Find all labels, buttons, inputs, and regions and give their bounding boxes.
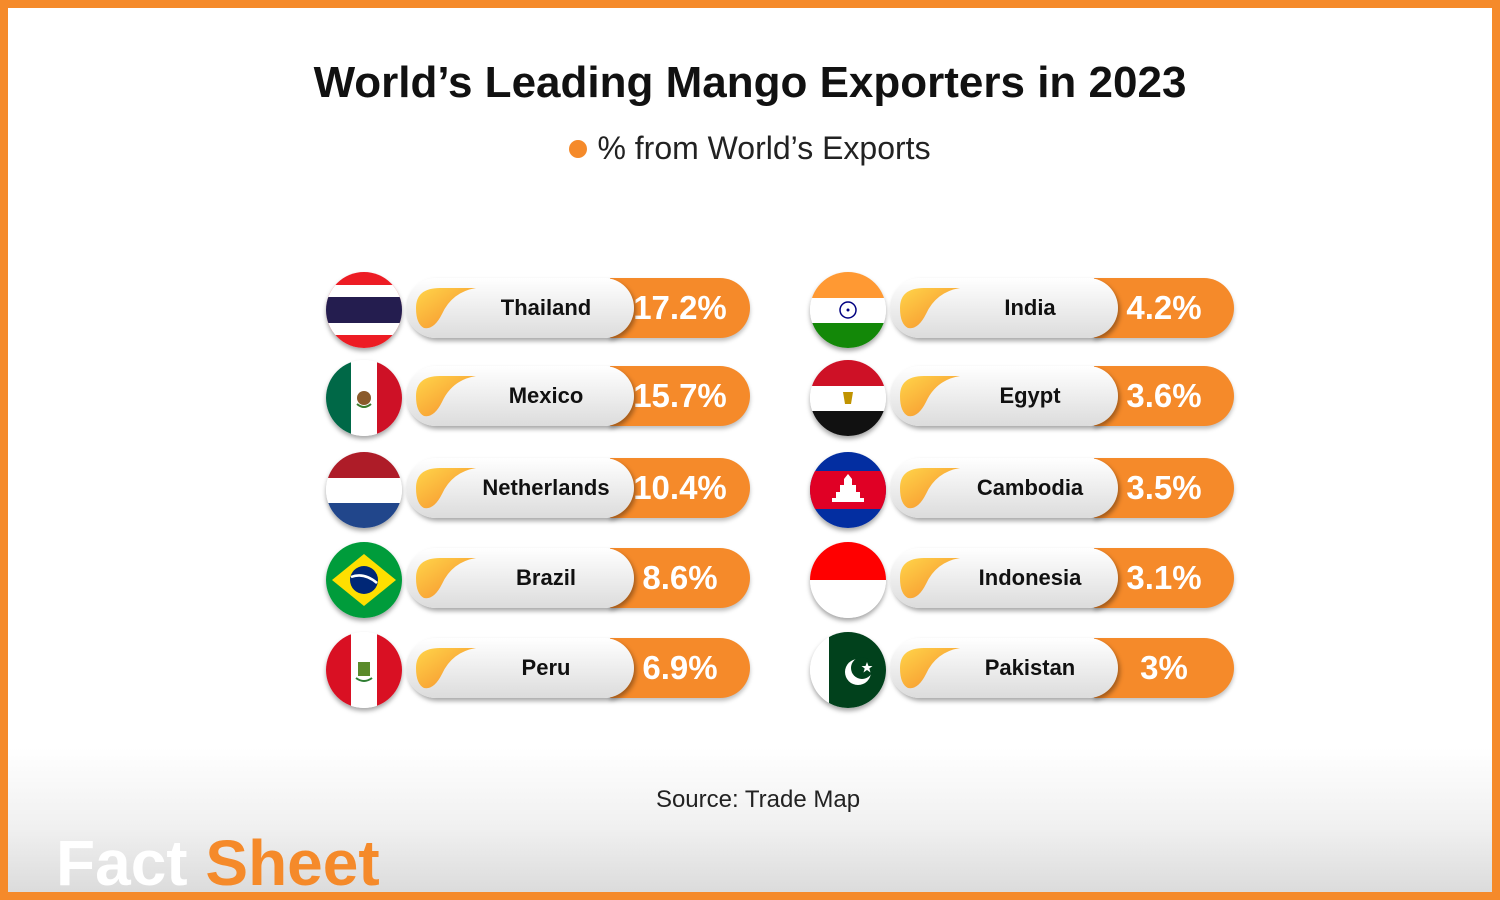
mango-swoosh-icon [900, 648, 960, 689]
exporter-pill: 3.5% Cambodia [890, 458, 1234, 518]
brand-logo: Fact Sheet [56, 826, 380, 900]
mango-swoosh-icon [416, 648, 476, 689]
country-label-pill: Netherlands [406, 458, 634, 518]
country-name: Pakistan [984, 655, 1076, 680]
exporter-pill: 6.9% Peru [406, 638, 750, 698]
country-name: Mexico [508, 383, 584, 408]
cambodia-flag-icon [810, 452, 886, 528]
chart-title: World’s Leading Mango Exporters in 2023 [313, 58, 1187, 107]
exporter-pill: 3.1% Indonesia [890, 548, 1234, 608]
exporter-pill: 4.2% India [890, 278, 1234, 338]
brand-word-sheet: Sheet [205, 827, 380, 899]
country-label-pill: Peru [406, 638, 634, 698]
mango-swoosh-icon [416, 468, 476, 509]
mango-swoosh-icon [900, 288, 960, 329]
country-label-pill: Brazil [406, 548, 634, 608]
exporter-pill: 10.4% Netherlands [406, 458, 750, 518]
mango-swoosh-icon [900, 558, 960, 599]
exporter-pill: 3% Pakistan [890, 638, 1234, 698]
legend-dot [569, 139, 588, 158]
country-label-pill: Egypt [890, 366, 1118, 426]
mango-swoosh-icon [416, 558, 476, 599]
country-name: India [1004, 295, 1056, 320]
legend: % from World’s Exports [8, 130, 1492, 167]
mango-swoosh-icon [900, 468, 960, 509]
source-note: Source: Trade Map [655, 786, 861, 813]
peru-flag-icon [326, 632, 402, 708]
exporter-pill: 3.6% Egypt [890, 366, 1234, 426]
pakistan-flag-icon [810, 632, 886, 708]
country-name: Egypt [999, 383, 1061, 408]
country-name: Indonesia [978, 565, 1082, 590]
mango-swoosh-icon [416, 288, 476, 329]
country-label-pill: Cambodia [890, 458, 1118, 518]
exporter-pill: 8.6% Brazil [406, 548, 750, 608]
country-label-pill: Indonesia [890, 548, 1118, 608]
country-name: Brazil [516, 565, 576, 590]
egypt-flag-icon [810, 360, 886, 436]
country-name: Peru [521, 655, 571, 680]
country-label-pill: Mexico [406, 366, 634, 426]
legend-label: % from World’s Exports [597, 130, 931, 166]
thailand-flag-icon [326, 272, 402, 348]
country-name: Thailand [500, 295, 592, 320]
indonesia-flag-icon [810, 542, 886, 618]
mango-swoosh-icon [416, 376, 476, 417]
exporter-pill: 15.7% Mexico [406, 366, 750, 426]
mango-swoosh-icon [900, 376, 960, 417]
country-label-pill: Thailand [406, 278, 634, 338]
country-name: Cambodia [976, 475, 1084, 500]
country-label-pill: India [890, 278, 1118, 338]
brazil-flag-icon [326, 542, 402, 618]
brand-word-fact: Fact [56, 827, 188, 899]
export-share-value: 6.9% [610, 638, 750, 698]
country-label-pill: Pakistan [890, 638, 1118, 698]
exporter-pill: 17.2% Thailand [406, 278, 750, 338]
country-name: Netherlands [482, 475, 610, 500]
india-flag-icon [810, 272, 886, 348]
mexico-flag-icon [326, 360, 402, 436]
netherlands-flag-icon [326, 452, 402, 528]
